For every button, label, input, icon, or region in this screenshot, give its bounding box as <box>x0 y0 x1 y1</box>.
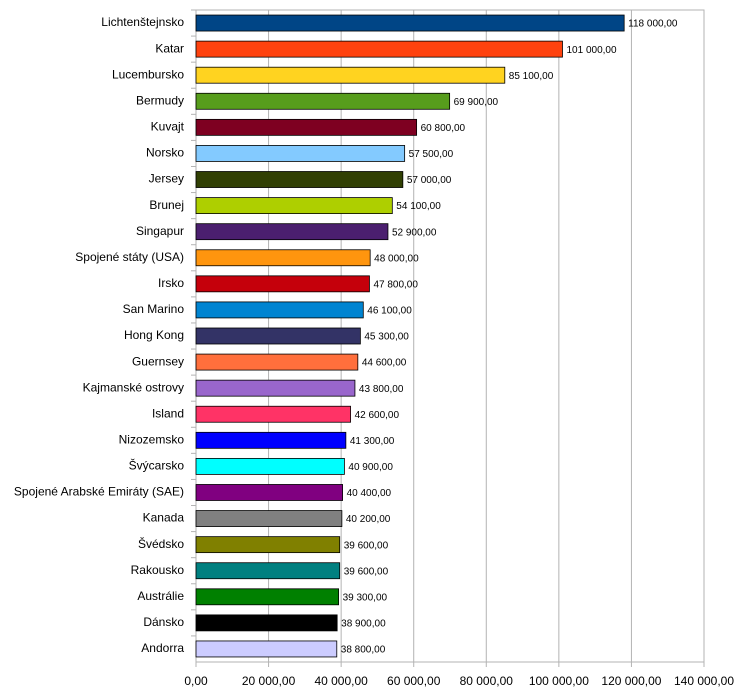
y-tick-label: Irsko <box>158 276 184 290</box>
value-label: 40 900,00 <box>348 462 393 473</box>
y-tick-label: Brunej <box>149 198 184 212</box>
y-tick-label: Andorra <box>141 641 184 655</box>
value-label: 45 300,00 <box>364 332 409 343</box>
bar <box>195 66 506 84</box>
y-tick-label: Švýcarsko <box>129 458 185 473</box>
y-tick-label: Hong Kong <box>124 328 184 342</box>
y-tick-label: Island <box>152 406 184 420</box>
value-label: 69 900,00 <box>454 97 499 108</box>
bar <box>195 171 404 188</box>
x-tick-label: 20 000,00 <box>242 674 296 688</box>
bar <box>195 379 356 397</box>
value-label: 47 800,00 <box>373 279 418 290</box>
x-tick-label: 140 000,00 <box>674 674 734 688</box>
y-tick-label: Katar <box>155 41 184 55</box>
value-label: 40 400,00 <box>347 488 392 499</box>
y-tick-label: Norsko <box>146 146 184 160</box>
y-tick-label: Švédsko <box>138 536 184 551</box>
x-tick-label: 80 000,00 <box>460 674 514 688</box>
value-label: 39 600,00 <box>344 566 389 577</box>
value-label: 118 000,00 <box>628 19 678 30</box>
value-label: 54 100,00 <box>396 201 441 212</box>
y-tick-label: Bermudy <box>136 93 184 107</box>
value-label: 38 800,00 <box>341 645 386 656</box>
bar <box>195 249 371 267</box>
bar <box>195 536 341 554</box>
y-tick-label: Kanada <box>143 511 185 525</box>
value-label: 38 900,00 <box>341 619 386 630</box>
x-tick-label: 40 000,00 <box>314 674 368 688</box>
bar <box>195 275 370 293</box>
y-tick-label: Spojené Arabské Emiráty (SAE) <box>14 485 184 499</box>
y-tick-label: Austrálie <box>137 589 184 603</box>
bar <box>195 588 340 606</box>
bar <box>195 327 361 345</box>
bar <box>195 353 359 371</box>
bar <box>195 614 338 632</box>
value-label: 42 600,00 <box>355 410 400 421</box>
x-tick-label: 60 000,00 <box>387 674 441 688</box>
value-label: 52 900,00 <box>392 227 437 238</box>
bar <box>195 223 389 241</box>
y-tick-label: Nizozemsko <box>119 432 185 446</box>
y-tick-label: Kuvajt <box>151 120 185 134</box>
bar <box>195 431 347 449</box>
bar <box>195 14 625 32</box>
bar <box>195 197 393 215</box>
bar <box>195 145 406 162</box>
value-label: 57 000,00 <box>407 175 452 186</box>
value-label: 46 100,00 <box>367 306 412 317</box>
bar <box>195 118 418 136</box>
value-label: 44 600,00 <box>362 358 407 369</box>
value-label: 39 300,00 <box>343 592 388 603</box>
value-label: 39 600,00 <box>344 540 389 551</box>
y-tick-label: Lichtenštejnsko <box>101 15 184 29</box>
bar <box>195 301 364 319</box>
value-label: 43 800,00 <box>359 384 404 395</box>
x-tick-label: 100 000,00 <box>529 674 589 688</box>
bar <box>195 405 351 423</box>
y-tick-label: Rakousko <box>131 563 185 577</box>
value-label: 41 300,00 <box>350 436 395 447</box>
y-tick-label: San Marino <box>123 302 185 316</box>
y-tick-label: Dánsko <box>143 615 184 629</box>
y-tick-label: Spojené státy (USA) <box>75 250 184 264</box>
bar <box>195 562 341 580</box>
y-tick-label: Singapur <box>136 224 184 238</box>
y-tick-label: Kajmanské ostrovy <box>83 380 184 394</box>
x-tick-label: 120 000,00 <box>601 674 661 688</box>
y-tick-label: Guernsey <box>132 354 184 368</box>
value-label: 60 800,00 <box>421 123 466 134</box>
bar <box>195 510 343 527</box>
value-label: 101 000,00 <box>566 45 616 56</box>
value-label: 48 000,00 <box>374 253 419 264</box>
x-tick-label: 0,00 <box>184 674 208 688</box>
bar <box>195 40 563 58</box>
value-label: 85 100,00 <box>509 71 554 82</box>
bar <box>195 92 451 110</box>
value-label: 40 200,00 <box>346 514 391 525</box>
bar <box>195 484 343 501</box>
bar <box>195 640 338 658</box>
bar <box>195 457 345 475</box>
value-label: 57 500,00 <box>409 149 454 160</box>
y-tick-label: Jersey <box>149 172 184 186</box>
y-tick-label: Lucembursko <box>112 67 184 81</box>
